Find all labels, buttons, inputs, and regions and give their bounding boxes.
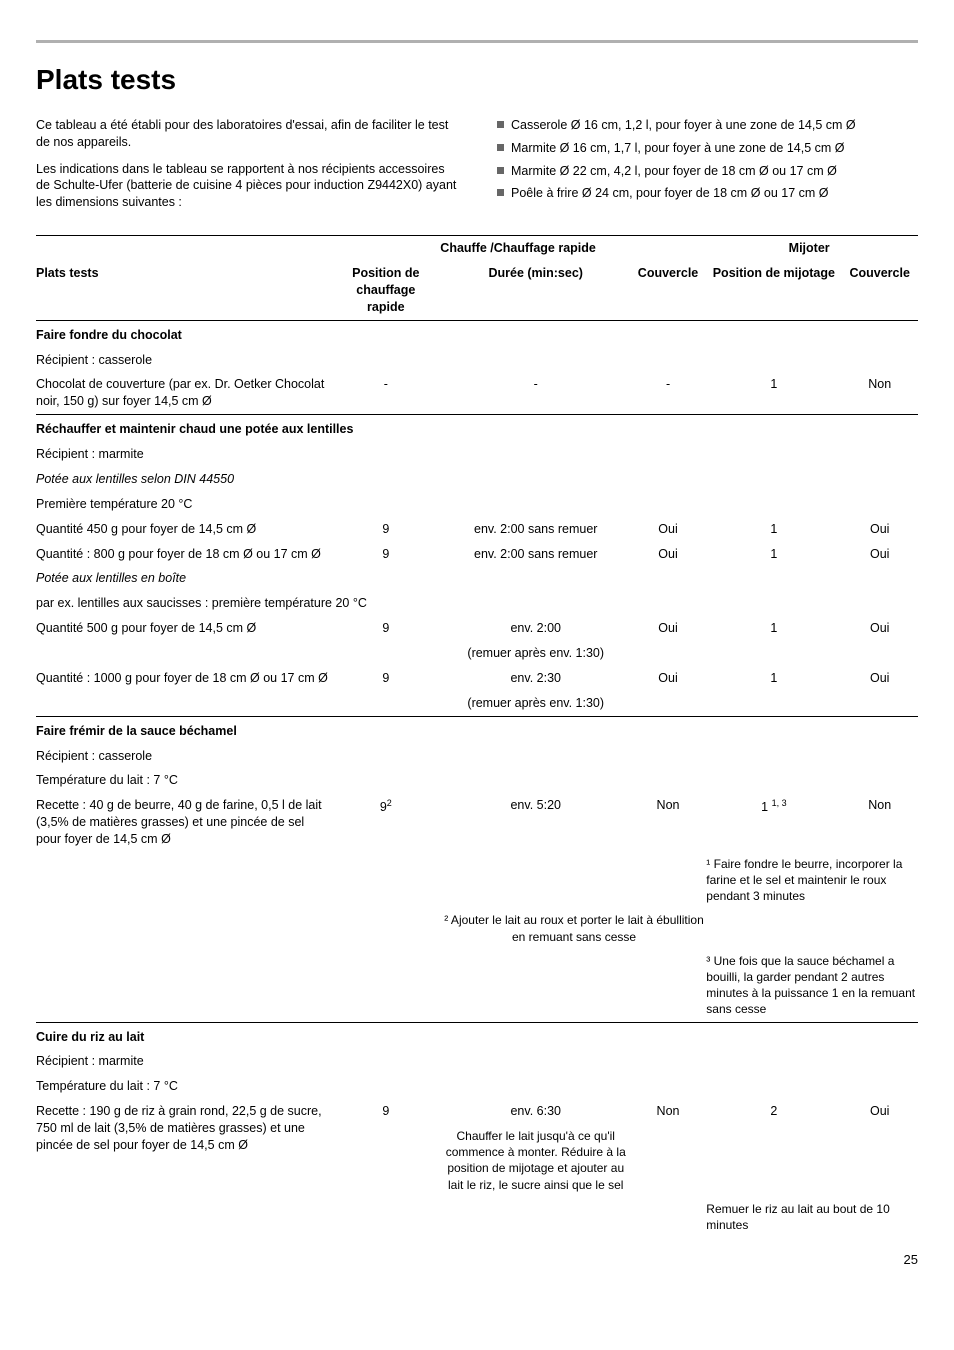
g4-durnote: Chauffer le lait jusqu'à ce qu'il commen… [442, 1124, 636, 1197]
c: 1 [706, 372, 847, 414]
c: env. 2:00 sans remuer [442, 542, 636, 567]
c: Oui [636, 542, 707, 567]
c: 9 [336, 616, 442, 641]
c: Oui [847, 1099, 918, 1124]
head-lid1: Couvercle [636, 261, 707, 320]
c: - [336, 372, 442, 414]
test-dishes-table: Chauffe /Chauffage rapide Mijoter Plats … [36, 235, 918, 1237]
g2-r1-d: Quantité 450 g pour foyer de 14,5 cm Ø [36, 517, 336, 542]
g3-pos: 9 [380, 800, 387, 814]
intro-columns: Ce tableau a été établi pour des laborat… [36, 117, 918, 221]
square-bullet-icon [497, 167, 504, 174]
c: Oui [847, 616, 918, 641]
g3-sub1: Récipient : casserole [36, 744, 918, 769]
g2-sub4: Potée aux lentilles en boîte [36, 566, 918, 591]
c: - [636, 372, 707, 414]
c: env. 2:00 [442, 616, 636, 641]
g3-pos2-sup: 1, 3 [772, 798, 787, 808]
span-simmer: Mijoter [706, 236, 918, 261]
g1-sub1: Récipient : casserole [36, 348, 918, 373]
g3-note1: ¹ Faire fondre le beurre, incorporer la … [706, 852, 918, 909]
c: env. 5:20 [442, 793, 636, 852]
c: Oui [636, 616, 707, 641]
c: 92 [336, 793, 442, 852]
c: Non [847, 793, 918, 852]
head-dish: Plats tests [36, 261, 336, 320]
g2-sub5: par ex. lentilles aux saucisses : premiè… [36, 591, 918, 616]
c: 1 [706, 517, 847, 542]
bullet-item: Marmite Ø 22 cm, 4,2 l, pour foyer de 18… [497, 163, 918, 180]
g3-pos-sup: 2 [387, 798, 392, 808]
c: - [442, 372, 636, 414]
c: Non [636, 793, 707, 852]
g2-r3-n: (remuer après env. 1:30) [442, 641, 636, 666]
g2-r3-d: Quantité 500 g pour foyer de 14,5 cm Ø [36, 616, 336, 641]
g3-r1-d: Recette : 40 g de beurre, 40 g de farine… [36, 793, 336, 852]
g1-title: Faire fondre du chocolat [36, 320, 918, 347]
head-pos-simmer: Position de mijotage [706, 261, 847, 320]
c: Oui [847, 666, 918, 691]
c: env. 6:30 [442, 1099, 636, 1124]
g3-pos2: 1 [761, 800, 768, 814]
g3-title: Faire frémir de la sauce béchamel [36, 716, 918, 743]
c: env. 2:30 [442, 666, 636, 691]
g2-r2-d: Quantité : 800 g pour foyer de 18 cm Ø o… [36, 542, 336, 567]
page-number: 25 [36, 1251, 918, 1269]
g2-sub2: Potée aux lentilles selon DIN 44550 [36, 467, 918, 492]
bullet-item: Marmite Ø 16 cm, 1,7 l, pour foyer à une… [497, 140, 918, 157]
square-bullet-icon [497, 189, 504, 196]
g3-sub2: Température du lait : 7 °C [36, 768, 918, 793]
g2-sub1: Récipient : marmite [36, 442, 918, 467]
c: 9 [336, 517, 442, 542]
c: Oui [636, 666, 707, 691]
g3-note2: ² Ajouter le lait au roux et porter le l… [442, 908, 707, 948]
col-spacer [36, 236, 336, 261]
g2-r4-n: (remuer après env. 1:30) [442, 691, 636, 716]
g4-title: Cuire du riz au lait [36, 1022, 918, 1049]
g4-note: Remuer le riz au lait au bout de 10 minu… [706, 1197, 918, 1237]
span-heat: Chauffe /Chauffage rapide [336, 236, 706, 261]
page-top-rule [36, 40, 918, 43]
page-title: Plats tests [36, 61, 918, 99]
c: Non [636, 1099, 707, 1124]
c: 1 [706, 666, 847, 691]
c: 9 [336, 542, 442, 567]
bullet-item: Poêle à frire Ø 24 cm, pour foyer de 18 … [497, 185, 918, 202]
bullet-item: Casserole Ø 16 cm, 1,2 l, pour foyer à u… [497, 117, 918, 134]
c: 9 [336, 666, 442, 691]
head-pos-heat: Position de chauffage rapide [336, 261, 442, 320]
c: 9 [336, 1099, 442, 1124]
bullet-text: Marmite Ø 22 cm, 4,2 l, pour foyer de 18… [511, 163, 837, 180]
g1-recipe: Chocolat de couverture (par ex. Dr. Oetk… [36, 372, 336, 414]
c: Oui [636, 517, 707, 542]
g4-r1-d: Recette : 190 g de riz à grain rond, 22,… [36, 1099, 336, 1197]
c: env. 2:00 sans remuer [442, 517, 636, 542]
g2-title: Réchauffer et maintenir chaud une potée … [36, 415, 918, 442]
g4-sub1: Récipient : marmite [36, 1049, 918, 1074]
intro-left: Ce tableau a été établi pour des laborat… [36, 117, 457, 221]
bullet-text: Poêle à frire Ø 24 cm, pour foyer de 18 … [511, 185, 829, 202]
bullet-text: Marmite Ø 16 cm, 1,7 l, pour foyer à une… [511, 140, 845, 157]
bullet-text: Casserole Ø 16 cm, 1,2 l, pour foyer à u… [511, 117, 856, 134]
c: Oui [847, 517, 918, 542]
c: 1 [706, 542, 847, 567]
g3-note3: ³ Une fois que la sauce béchamel a bouil… [706, 949, 918, 1022]
head-lid2: Couvercle [847, 261, 918, 320]
c: Oui [847, 542, 918, 567]
intro-right: Casserole Ø 16 cm, 1,2 l, pour foyer à u… [497, 117, 918, 221]
c: 1 [706, 616, 847, 641]
intro-p2: Les indications dans le tableau se rappo… [36, 161, 457, 212]
head-duration: Durée (min:sec) [442, 261, 636, 320]
g4-sub2: Température du lait : 7 °C [36, 1074, 918, 1099]
c: 1 1, 3 [706, 793, 847, 852]
c: Non [847, 372, 918, 414]
g2-sub3: Première température 20 °C [36, 492, 918, 517]
square-bullet-icon [497, 144, 504, 151]
c: 2 [706, 1099, 847, 1124]
intro-p1: Ce tableau a été établi pour des laborat… [36, 117, 457, 151]
g2-r4-d: Quantité : 1000 g pour foyer de 18 cm Ø … [36, 666, 336, 691]
square-bullet-icon [497, 121, 504, 128]
